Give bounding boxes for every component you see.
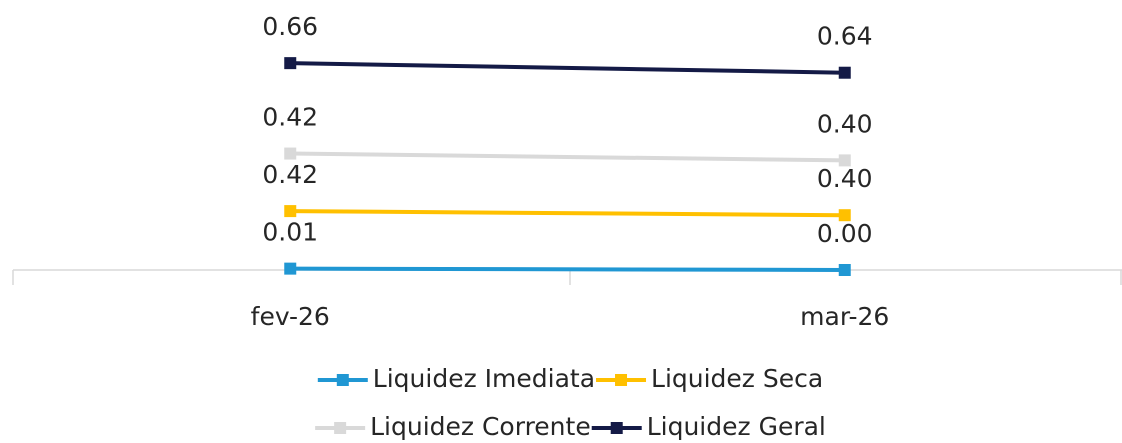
line [290,61,845,75]
data-label: 0.64 [817,22,873,51]
data-label: 0.00 [817,219,873,248]
marker [284,147,297,160]
legend-label: Liquidez Seca [651,364,823,393]
x-tick-label: fev-26 [251,302,330,331]
legend-marker [615,374,628,386]
line [290,209,845,218]
x-tick-label: mar-26 [800,302,889,331]
data-label: 0.42 [262,103,318,132]
legend-marker [334,422,347,434]
legend-label: Liquidez Imediata [373,364,595,393]
data-label: 0.40 [817,109,873,138]
data-label: 0.66 [262,12,318,41]
marker [838,66,851,79]
marker [284,262,297,275]
legend-label: Liquidez Geral [647,412,826,441]
line [290,151,845,163]
marker [838,264,851,276]
line [290,266,845,272]
marker [838,154,851,167]
marker [838,209,851,222]
legend-label: Liquidez Corrente [370,412,591,441]
data-label: 0.42 [262,160,318,189]
legend-marker [336,374,349,386]
marker [284,205,297,218]
marker [284,57,297,70]
legend-marker [610,422,623,434]
data-label: 0.40 [817,164,873,193]
data-label: 0.01 [262,218,318,247]
